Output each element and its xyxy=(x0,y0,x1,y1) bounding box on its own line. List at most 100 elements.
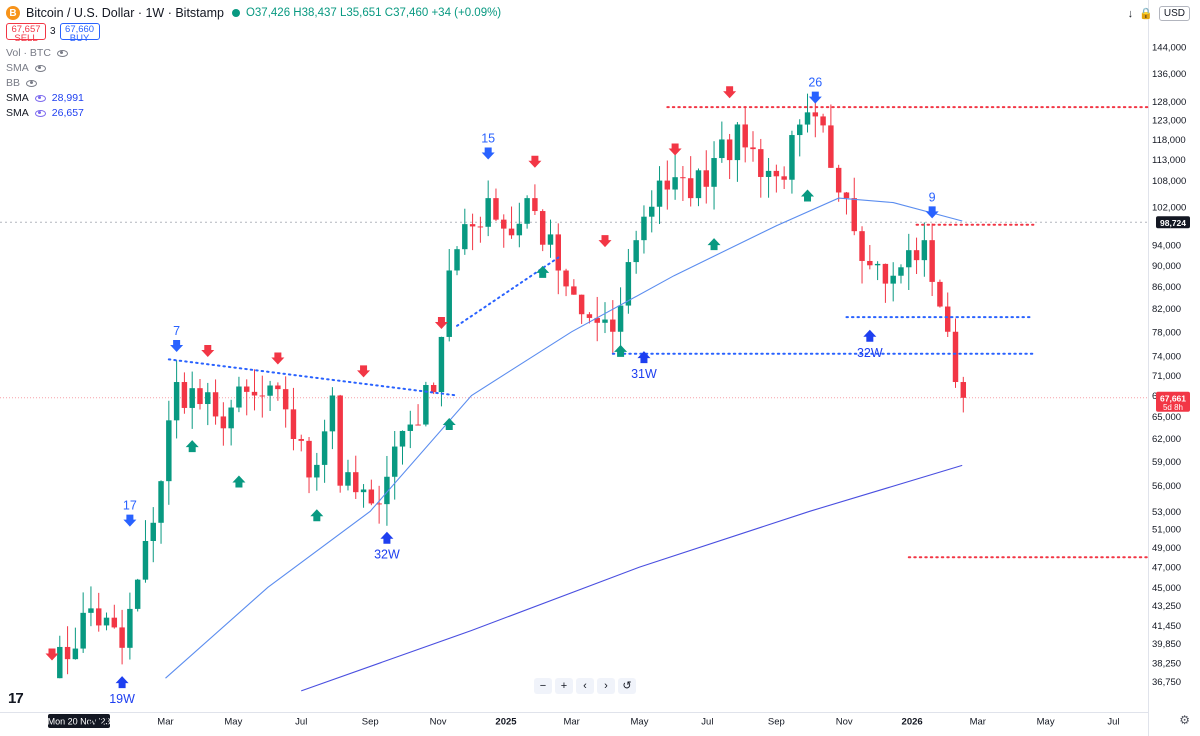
candle xyxy=(430,385,437,393)
signal-label: 19W xyxy=(109,692,135,706)
buy-signal-arrow xyxy=(442,418,456,431)
zoom-in-button[interactable]: + xyxy=(555,678,573,694)
indicator-name: BB xyxy=(6,77,21,89)
candle xyxy=(781,176,787,180)
candle xyxy=(267,385,273,396)
top-right-controls: ↓ 🔒 USD xyxy=(1128,6,1190,21)
candle xyxy=(353,472,359,493)
sma-line xyxy=(165,197,963,679)
candle xyxy=(539,211,546,245)
candle xyxy=(641,216,647,241)
buy-button[interactable]: 67,660 BUY xyxy=(59,23,100,43)
x-axis-cursor-bg xyxy=(48,714,110,728)
candle xyxy=(703,170,709,187)
sell-button[interactable]: 67,657 SELL xyxy=(6,23,46,43)
candle xyxy=(446,270,452,337)
x-axis-tick-label: Jul xyxy=(295,717,307,728)
y-axis-tick-label: 45,000 xyxy=(1152,583,1181,594)
y-axis-tick-label: 94,000 xyxy=(1152,241,1181,252)
candle xyxy=(578,294,585,315)
currency-selector[interactable]: USD xyxy=(1158,6,1190,21)
indicator-name: SMA xyxy=(6,62,29,74)
candle xyxy=(960,382,967,398)
candle xyxy=(812,112,819,117)
candle xyxy=(882,263,889,284)
symbol-title[interactable]: Bitcoin / U.S. Dollar · 1W · Bitstamp xyxy=(26,6,224,20)
candle xyxy=(384,476,390,505)
buy-signal-arrow xyxy=(232,475,246,488)
x-axis-tick-label: Nov xyxy=(430,717,447,728)
y-axis-tick-label: 38,250 xyxy=(1152,658,1181,669)
scroll-right-button[interactable]: › xyxy=(597,678,615,694)
sell-signal-arrow xyxy=(808,91,822,104)
x-axis-tick-label: Nov xyxy=(836,717,853,728)
candle xyxy=(898,267,904,276)
lock-icon[interactable]: 🔒 xyxy=(1139,8,1153,20)
candle xyxy=(649,206,655,217)
candle xyxy=(485,198,491,227)
indicator-sma-hidden[interactable]: SMA xyxy=(6,62,46,74)
price-label-countdown: 5d 8h xyxy=(1163,403,1183,412)
buy-signal-arrow xyxy=(115,676,129,689)
price-label: 98,724 xyxy=(1160,218,1186,228)
eye-icon[interactable] xyxy=(56,49,68,57)
eye-icon[interactable] xyxy=(34,64,46,72)
candle xyxy=(88,608,94,613)
candle xyxy=(547,234,554,245)
indicator-bb[interactable]: BB xyxy=(6,77,38,89)
indicator-name: SMA xyxy=(6,107,29,119)
candle xyxy=(563,270,569,287)
candle xyxy=(72,648,79,660)
candle xyxy=(134,579,141,609)
candle xyxy=(828,125,834,168)
sell-signal-arrow xyxy=(598,235,612,248)
candle xyxy=(80,612,86,649)
indicator-sma-2[interactable]: SMA 26,657 xyxy=(6,107,84,119)
scroll-left-button[interactable]: ‹ xyxy=(576,678,594,694)
zoom-out-button[interactable]: − xyxy=(534,678,552,694)
x-axis-tick-label: May xyxy=(1037,717,1055,728)
buy-signal-arrow xyxy=(637,351,651,364)
y-axis-tick-label: 36,750 xyxy=(1152,677,1181,688)
sell-signal-arrow xyxy=(123,514,137,527)
chart-header: B Bitcoin / U.S. Dollar · 1W · Bitstamp … xyxy=(6,4,501,22)
download-icon[interactable]: ↓ xyxy=(1127,7,1134,20)
y-axis-tick-label: 113,000 xyxy=(1152,155,1186,166)
y-axis-tick-label: 128,000 xyxy=(1152,97,1186,108)
reset-button[interactable]: ↺ xyxy=(618,678,636,694)
candle xyxy=(726,139,733,161)
candle xyxy=(111,617,118,628)
eye-icon[interactable] xyxy=(26,79,38,87)
y-axis-tick-label: 39,850 xyxy=(1152,639,1181,650)
sell-signal-arrow xyxy=(357,365,371,378)
gear-icon[interactable]: ⚙ xyxy=(1179,713,1190,727)
candle xyxy=(734,124,741,161)
sell-price: 67,657 xyxy=(11,24,41,35)
candle xyxy=(158,481,164,523)
candle xyxy=(851,198,857,232)
x-axis-tick-label: 2026 xyxy=(902,717,923,728)
ohlc-change: +34 (+0.09%) xyxy=(431,7,502,19)
candle xyxy=(306,440,312,478)
y-axis-tick-label: 51,000 xyxy=(1152,525,1181,536)
sell-signal-arrow xyxy=(434,317,448,330)
candle xyxy=(664,180,671,190)
sell-signal-arrow xyxy=(925,206,939,219)
candle xyxy=(913,250,920,261)
candle xyxy=(586,314,593,318)
buy-signal-arrow xyxy=(310,509,324,522)
y-axis-tick-label: 47,000 xyxy=(1152,563,1181,574)
eye-icon[interactable] xyxy=(34,94,46,102)
y-axis-tick-label: 136,000 xyxy=(1152,69,1186,80)
candle xyxy=(843,192,850,199)
y-axis-tick-label: 86,000 xyxy=(1152,282,1181,293)
eye-icon[interactable] xyxy=(34,109,46,117)
sell-signal-arrow xyxy=(45,648,59,661)
indicator-vol[interactable]: Vol · BTC xyxy=(6,47,68,59)
sell-signal-arrow xyxy=(201,344,215,357)
y-axis-tick-label: 43,250 xyxy=(1152,601,1181,612)
candle xyxy=(524,198,530,224)
indicator-sma-1[interactable]: SMA 28,991 xyxy=(6,92,84,104)
ohlc-high: H38,437 xyxy=(293,7,337,19)
